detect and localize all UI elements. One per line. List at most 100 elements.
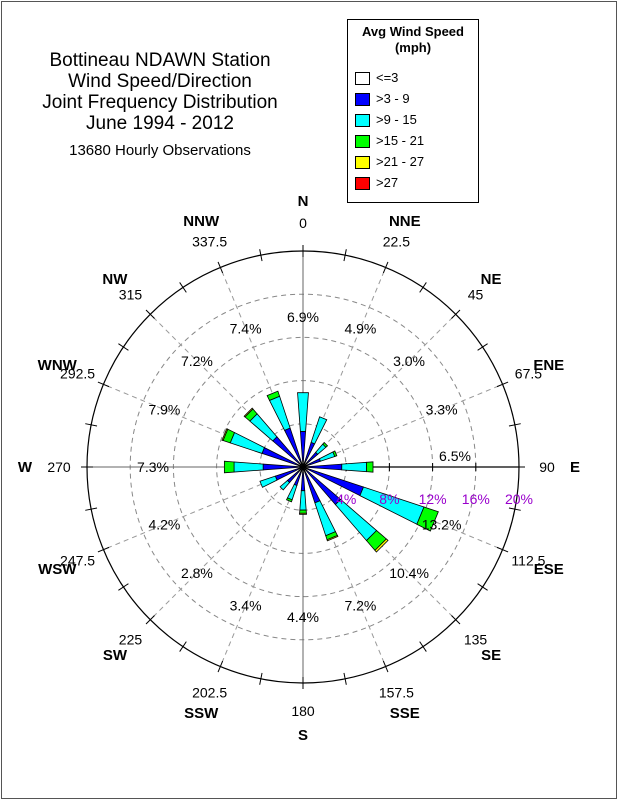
legend-title-line-1: Avg Wind Speed bbox=[362, 24, 464, 39]
ring-tick bbox=[85, 423, 98, 427]
ring-tick bbox=[477, 343, 488, 351]
ring-tick bbox=[419, 641, 427, 652]
direction-name: W bbox=[18, 459, 33, 476]
direction-percent: 3.0% bbox=[393, 353, 425, 369]
direction-percent: 4.9% bbox=[344, 320, 376, 336]
legend-swatch bbox=[355, 93, 370, 106]
grid-spoke bbox=[149, 466, 304, 621]
legend-swatch bbox=[355, 114, 370, 127]
legend-title: Avg Wind Speed (mph) bbox=[348, 24, 478, 56]
direction-degree: 270 bbox=[47, 459, 71, 475]
ring-tick bbox=[477, 583, 488, 591]
ring-tick bbox=[508, 423, 521, 427]
petal-segment bbox=[249, 413, 278, 442]
radial-tick-label: 12% bbox=[419, 491, 447, 507]
direction-percent: 3.4% bbox=[230, 598, 262, 614]
petal-segment bbox=[299, 509, 307, 514]
petal-segment bbox=[322, 441, 329, 448]
direction-percent: 7.4% bbox=[230, 320, 262, 336]
legend-title-line-2: (mph) bbox=[394, 40, 432, 55]
direction-percent: 2.8% bbox=[181, 565, 213, 581]
petal-segment bbox=[279, 479, 291, 491]
radial-tick-label: 8% bbox=[379, 491, 399, 507]
legend-swatch bbox=[355, 156, 370, 169]
petal-segment bbox=[266, 390, 281, 401]
petal-segment bbox=[297, 392, 309, 432]
direction-name: NNE bbox=[389, 213, 421, 230]
title-line-3: Joint Frequency Distribution bbox=[42, 92, 278, 113]
ring-tick bbox=[496, 381, 509, 388]
direction-degree: 315 bbox=[119, 286, 143, 302]
direction-percent: 4.4% bbox=[287, 609, 319, 625]
direction-degree: 0 bbox=[299, 215, 307, 231]
ring-tick bbox=[343, 249, 347, 262]
direction-degree: 22.5 bbox=[383, 234, 410, 250]
direction-degree: 90 bbox=[539, 459, 555, 475]
direction-degree: 67.5 bbox=[515, 366, 542, 382]
petal-segment bbox=[299, 512, 307, 515]
direction-name: S bbox=[298, 727, 308, 744]
direction-degree: 337.5 bbox=[192, 234, 227, 250]
ring-tick bbox=[382, 261, 389, 274]
ring-tick bbox=[217, 261, 224, 274]
legend-label: >27 bbox=[376, 175, 399, 190]
ring-tick bbox=[179, 641, 187, 652]
petal-segment bbox=[221, 428, 229, 442]
direction-degree: 247.5 bbox=[60, 552, 95, 568]
petal-segment bbox=[374, 538, 389, 553]
grid-spoke bbox=[302, 313, 457, 468]
direction-name: ENE bbox=[533, 357, 564, 374]
direction-degree: 45 bbox=[468, 286, 484, 302]
petal-segment bbox=[229, 431, 265, 454]
direction-degree: 157.5 bbox=[379, 684, 414, 700]
ring-tick bbox=[97, 546, 110, 553]
petal-segment bbox=[332, 450, 338, 457]
petal-segment bbox=[305, 463, 343, 471]
direction-percent: 7.9% bbox=[148, 402, 180, 418]
petal-segment bbox=[286, 483, 298, 501]
direction-name: NNW bbox=[183, 213, 220, 230]
direction-percent: 7.2% bbox=[181, 353, 213, 369]
legend-label: >15 - 21 bbox=[376, 133, 425, 148]
direction-degree: 292.5 bbox=[60, 366, 95, 382]
ring-tick bbox=[118, 583, 129, 591]
ring-tick bbox=[179, 282, 187, 293]
legend-swatch bbox=[355, 177, 370, 190]
petal-segment bbox=[285, 497, 293, 503]
petal-segment bbox=[366, 461, 374, 473]
petal-segment bbox=[310, 416, 328, 445]
direction-percent: 6.9% bbox=[287, 309, 319, 325]
ring-tick bbox=[97, 381, 110, 388]
speed-legend: Avg Wind Speed (mph) <=3 >3 - 9 >9 - 15 … bbox=[347, 19, 479, 203]
direction-name: NW bbox=[102, 271, 128, 288]
ring-tick bbox=[451, 309, 461, 319]
ring-tick bbox=[259, 249, 263, 262]
wind-petals bbox=[221, 390, 439, 553]
direction-percent: 7.3% bbox=[137, 459, 169, 475]
title-line-4: June 1994 - 2012 bbox=[86, 113, 234, 134]
direction-percent: 4.2% bbox=[148, 516, 180, 532]
ring-tick bbox=[145, 309, 155, 319]
petal-segment bbox=[314, 500, 337, 537]
direction-name: N bbox=[298, 193, 309, 210]
petal-segment bbox=[233, 461, 264, 473]
ring-tick bbox=[382, 660, 389, 673]
petal-segment bbox=[416, 506, 439, 532]
legend-label: >21 - 27 bbox=[376, 154, 425, 169]
ring-tick bbox=[217, 660, 224, 673]
direction-degree: 112.5 bbox=[511, 552, 545, 568]
petal-segment bbox=[223, 460, 235, 474]
petal-segment bbox=[341, 461, 367, 473]
petal-segment bbox=[299, 490, 307, 511]
legend-label: >9 - 15 bbox=[376, 112, 417, 127]
legend-label: <=3 bbox=[376, 70, 399, 85]
direction-name: WSW bbox=[38, 561, 77, 578]
direction-percent: 10.4% bbox=[389, 565, 429, 581]
observation-count: 13680 Hourly Observations bbox=[69, 142, 251, 159]
ring-tick bbox=[508, 507, 521, 511]
petal-segment bbox=[318, 451, 336, 462]
legend-label: >3 - 9 bbox=[376, 91, 410, 106]
direction-degree: 202.5 bbox=[192, 684, 227, 700]
